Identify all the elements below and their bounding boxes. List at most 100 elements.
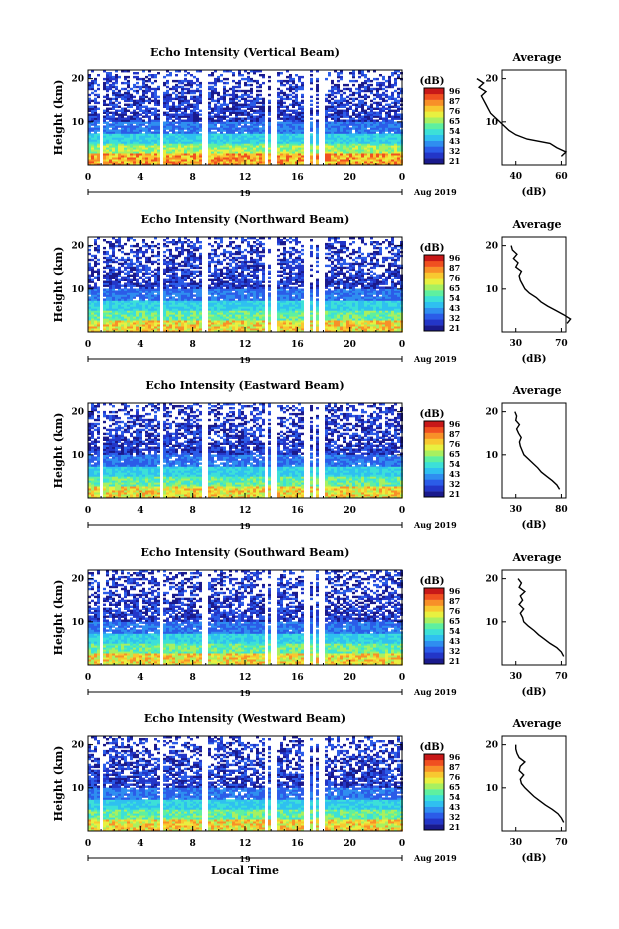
echo-cell (277, 79, 280, 83)
echo-cell (169, 330, 172, 333)
echo-cell (229, 133, 232, 136)
echo-cell (106, 111, 109, 114)
echo-cell (181, 131, 184, 134)
echo-cell (118, 119, 121, 122)
echo-cell (157, 131, 160, 134)
echo-cell (148, 87, 151, 91)
echo-cell (298, 129, 301, 132)
echo-cell (118, 113, 121, 116)
echo-cell (112, 145, 115, 148)
echo-cell (157, 302, 160, 305)
echo-cell (301, 121, 304, 124)
echo-cell (106, 326, 109, 329)
echo-cell (232, 109, 235, 112)
echo-cell (280, 330, 283, 333)
echo-cell (232, 314, 235, 317)
echo-cell (394, 316, 397, 319)
echo-cell (262, 129, 265, 132)
echo-cell (115, 93, 118, 97)
echo-cell (346, 113, 349, 116)
echo-cell (262, 117, 265, 120)
echo-cell (316, 157, 319, 160)
echo-cell (127, 85, 130, 89)
echo-cell (103, 153, 106, 156)
echo-cell (298, 149, 301, 152)
echo-cell (97, 312, 100, 315)
echo-cell (280, 109, 283, 112)
echo-cell (301, 81, 304, 85)
echo-cell (298, 127, 301, 130)
echo-cell (310, 318, 313, 321)
echo-cell (364, 85, 367, 89)
echo-cell (256, 109, 259, 112)
echo-cell (166, 135, 169, 138)
echo-cell (190, 147, 193, 150)
echo-cell (133, 312, 136, 315)
echo-cell (238, 163, 241, 166)
echo-cell (259, 111, 262, 114)
echo-cell (277, 310, 280, 313)
echo-cell (328, 151, 331, 154)
echo-cell (193, 111, 196, 114)
echo-cell (220, 127, 223, 130)
echo-cell (343, 322, 346, 325)
echo-cell (145, 145, 148, 148)
echo-cell (364, 320, 367, 323)
echo-cell (340, 300, 343, 303)
echo-cell (124, 70, 127, 73)
echo-cell (130, 314, 133, 317)
echo-cell (385, 117, 388, 120)
echo-cell (208, 103, 211, 106)
echo-cell (214, 155, 217, 158)
echo-cell (151, 137, 154, 140)
echo-cell (175, 93, 178, 97)
echo-cell (247, 125, 250, 128)
echo-cell (298, 79, 301, 83)
echo-cell (124, 322, 127, 325)
echo-cell (139, 131, 142, 134)
echo-cell (244, 117, 247, 120)
echo-cell (190, 155, 193, 158)
echo-cell (94, 153, 97, 156)
average-frame (501, 69, 567, 166)
echo-cell (181, 330, 184, 333)
echo-cell (115, 316, 118, 319)
echo-cell (376, 310, 379, 313)
echo-cell (178, 109, 181, 112)
echo-cell (94, 105, 97, 108)
echo-cell (106, 117, 109, 120)
echo-cell (223, 85, 226, 89)
echo-cell (88, 308, 91, 311)
echo-cell (88, 314, 91, 317)
echo-cell (187, 326, 190, 329)
echo-cell (211, 89, 214, 93)
echo-cell (157, 147, 160, 150)
echo-cell (328, 306, 331, 309)
echo-cell (349, 308, 352, 311)
echo-cell (178, 155, 181, 158)
echo-cell (355, 143, 358, 146)
echo-cell (310, 117, 313, 120)
echo-cell (226, 149, 229, 152)
echo-cell (190, 151, 193, 154)
echo-cell (373, 324, 376, 327)
echo-cell (115, 87, 118, 91)
echo-cell (256, 101, 259, 105)
echo-cell (253, 314, 256, 317)
echo-cell (256, 137, 259, 140)
echo-cell (295, 115, 298, 118)
echo-cell (262, 137, 265, 140)
echo-cell (283, 147, 286, 150)
echo-cell (250, 151, 253, 154)
echo-cell (280, 320, 283, 323)
echo-cell (121, 320, 124, 323)
echo-cell (325, 322, 328, 325)
echo-cell (163, 326, 166, 329)
echo-cell (241, 74, 244, 77)
echo-cell (151, 328, 154, 331)
echo-cell (385, 147, 388, 150)
echo-cell (259, 312, 262, 315)
echo-cell (391, 139, 394, 142)
echo-cell (295, 328, 298, 331)
echo-cell (94, 163, 97, 166)
